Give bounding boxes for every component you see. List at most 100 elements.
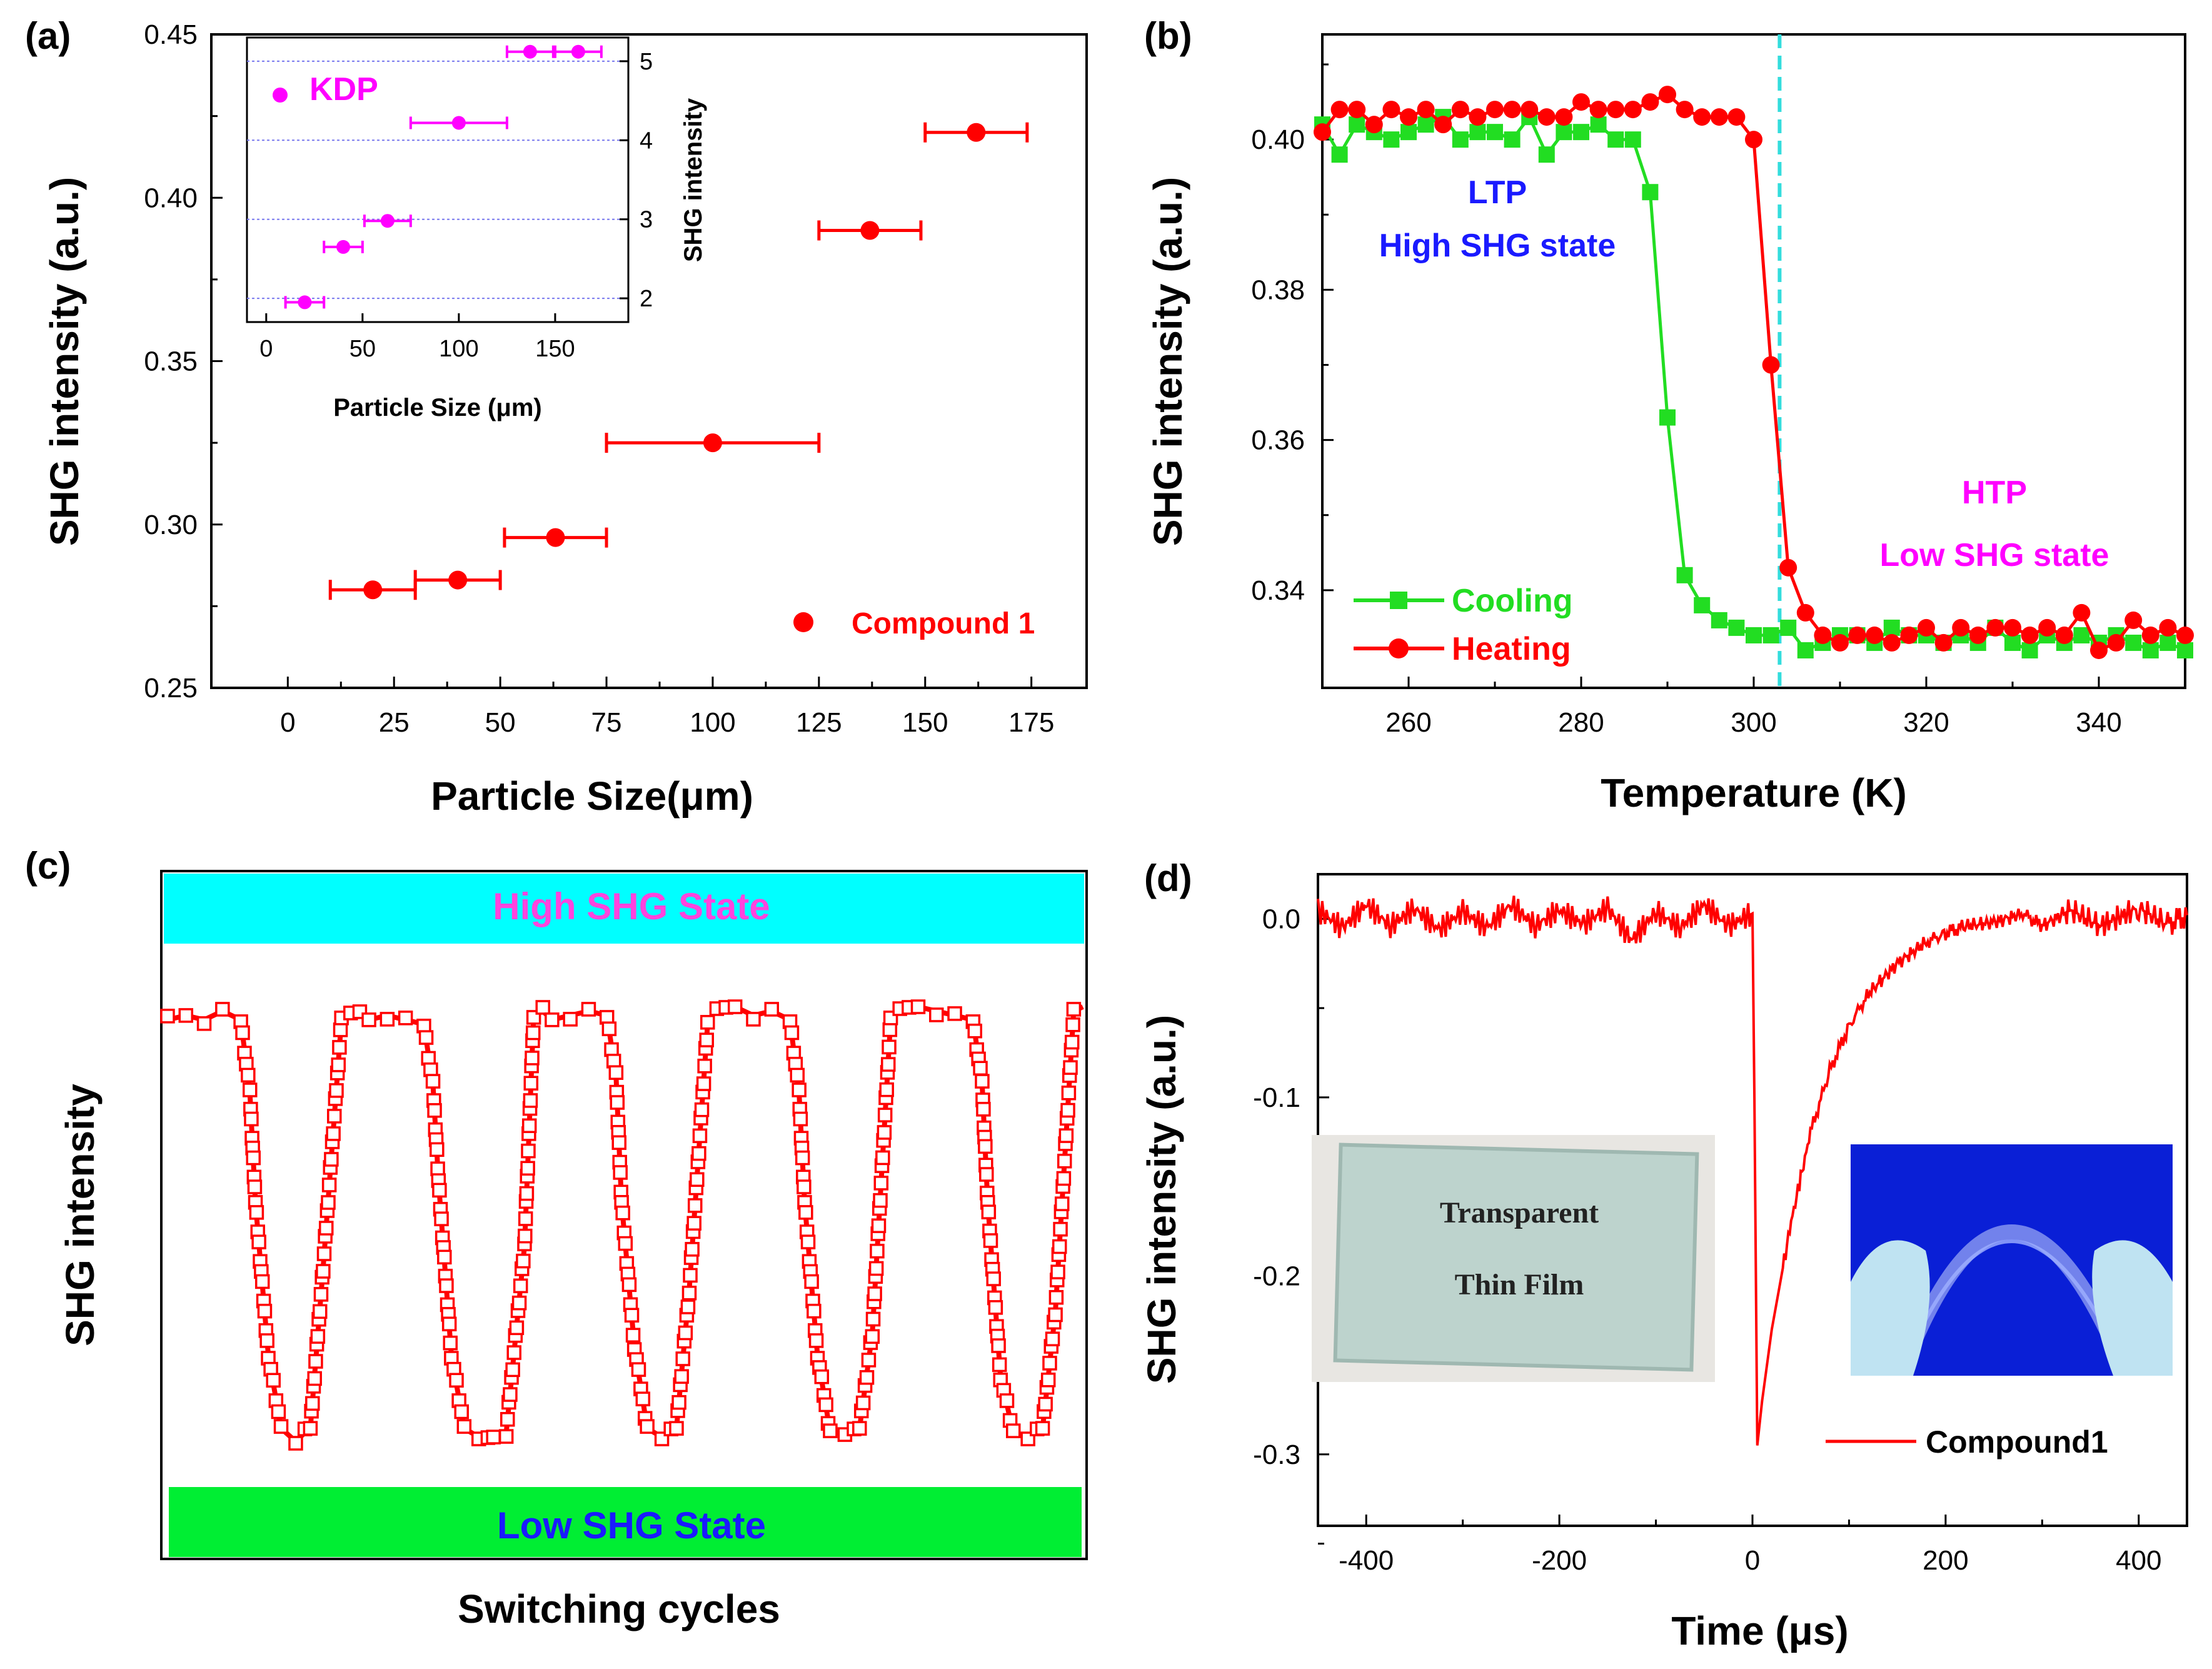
heating-point xyxy=(1365,116,1383,134)
heating-point xyxy=(1348,101,1366,119)
switching-point xyxy=(454,1404,469,1419)
switching-point xyxy=(800,1234,816,1249)
switching-point xyxy=(967,1023,982,1039)
chart-a-point xyxy=(860,221,880,240)
switching-point xyxy=(1035,1421,1050,1436)
cooling-point xyxy=(1383,131,1400,148)
switching-point xyxy=(506,1345,521,1360)
heating-point xyxy=(1918,618,1935,637)
switching-point xyxy=(804,1274,819,1289)
switching-point xyxy=(855,1395,871,1411)
switching-point xyxy=(875,1150,890,1166)
switching-point xyxy=(686,1216,701,1231)
switching-point xyxy=(683,1268,698,1283)
photo-caption-line2: Thin Film xyxy=(1455,1268,1584,1301)
heating-point xyxy=(1624,101,1642,119)
heating-point xyxy=(1589,101,1607,119)
cooling-legend-marker xyxy=(1390,592,1407,609)
chart-b-ytick-label: 0.38 xyxy=(1251,275,1305,305)
chart-a-point xyxy=(546,528,565,547)
switching-point xyxy=(699,1032,714,1047)
cooling-legend-label: Cooling xyxy=(1452,583,1573,619)
switching-point xyxy=(635,1391,651,1406)
switching-point xyxy=(795,1150,810,1166)
cooling-point xyxy=(1573,124,1589,141)
photo-caption-line1: Transparent xyxy=(1440,1196,1599,1229)
panel-c-label: (c) xyxy=(25,845,71,887)
switching-point xyxy=(681,1286,697,1301)
switching-point xyxy=(425,1074,441,1089)
inset-ylabel: SHG intensity xyxy=(680,98,707,262)
cooling-point xyxy=(2159,634,2176,651)
switching-point xyxy=(859,1370,875,1385)
switching-point xyxy=(868,1261,884,1276)
chart-d-legend-label: Compound1 xyxy=(1926,1424,2108,1460)
switching-point xyxy=(1042,1356,1057,1371)
heating-point xyxy=(1417,101,1435,119)
switching-point xyxy=(882,1022,898,1037)
switching-point xyxy=(988,1300,1003,1315)
switching-point xyxy=(1048,1289,1064,1305)
switching-point xyxy=(513,1278,528,1294)
chart-a-legend-label: Compound 1 xyxy=(852,607,1035,640)
inset-point xyxy=(571,44,585,59)
heating-point xyxy=(2021,626,2039,644)
switching-point xyxy=(680,1299,696,1314)
switching-point xyxy=(798,1205,813,1220)
heating-point xyxy=(2073,603,2091,622)
switching-point xyxy=(316,1246,332,1261)
chart-a-xtick-label: 175 xyxy=(1008,707,1054,738)
switching-point xyxy=(1060,1102,1075,1118)
cooling-point xyxy=(1780,619,1797,636)
switching-point xyxy=(976,1102,991,1117)
switching-point xyxy=(434,1211,449,1226)
chart-a-point xyxy=(448,570,468,590)
chart-b-xtick-label: 300 xyxy=(1731,707,1776,738)
heating-point xyxy=(1693,108,1711,126)
switching-point xyxy=(581,1002,596,1017)
switching-point xyxy=(1052,1239,1067,1254)
chart-b-ytick-label: 0.36 xyxy=(1251,425,1305,456)
cooling-point xyxy=(1590,116,1607,133)
switching-point xyxy=(696,1076,711,1091)
switching-point xyxy=(257,1303,273,1319)
switching-point xyxy=(1050,1264,1065,1279)
switching-point xyxy=(305,1396,320,1411)
switching-point xyxy=(313,1287,329,1302)
heating-point xyxy=(1469,108,1487,126)
chart-d-xtick-label: 400 xyxy=(2116,1545,2161,1576)
switching-point xyxy=(631,1362,646,1377)
switching-point xyxy=(792,1082,807,1097)
switching-point xyxy=(608,1065,624,1080)
cooling-point xyxy=(1746,627,1762,643)
switching-point xyxy=(519,1186,535,1201)
chart-d-xtick-label: -200 xyxy=(1532,1545,1587,1576)
cooling-point xyxy=(2142,642,2159,658)
switching-point xyxy=(563,1012,578,1027)
chart-a-point xyxy=(703,433,722,453)
switching-point xyxy=(861,1353,877,1368)
switching-point xyxy=(505,1362,520,1378)
switching-point xyxy=(697,1058,712,1074)
cooling-point xyxy=(1883,619,1900,636)
chart-a-legend-marker xyxy=(793,612,813,632)
inset-point xyxy=(336,240,351,254)
heating-point xyxy=(1727,108,1746,126)
switching-point xyxy=(316,1264,331,1279)
switching-point xyxy=(327,1109,342,1124)
switching-point xyxy=(808,1333,824,1348)
heating-point xyxy=(1607,101,1625,119)
switching-point xyxy=(1005,1423,1021,1438)
switching-point xyxy=(814,1369,830,1384)
switching-point xyxy=(486,1429,501,1445)
high-state-band xyxy=(164,874,1084,944)
heating-point xyxy=(2090,641,2108,659)
heating-point xyxy=(2107,633,2125,652)
switching-point xyxy=(640,1419,655,1434)
chart-a-xtick-label: 0 xyxy=(280,707,295,738)
chart-d-xtick-label: 0 xyxy=(1745,1545,1760,1576)
cooling-point xyxy=(1607,131,1624,148)
high-state-label: High SHG state xyxy=(1379,228,1616,264)
inset-point xyxy=(380,214,395,228)
